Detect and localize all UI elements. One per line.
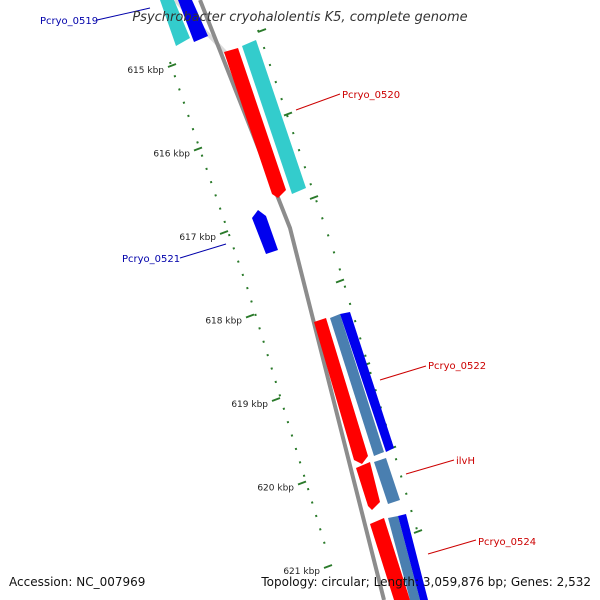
tick-mark <box>297 480 307 486</box>
gene-pcryo-0524-cds-rev <box>398 514 428 600</box>
gene-pcryo-0524-cds <box>370 518 410 600</box>
gene-pcryo-0522-cds <box>314 318 368 464</box>
gene-pcryo-0520-cds <box>224 48 286 198</box>
tick-track <box>169 29 421 546</box>
gene-pcryo-0524-rna <box>388 516 420 600</box>
tick-mark <box>323 564 333 569</box>
map-title: Psychrobacter cryohalolentis K5, complet… <box>132 10 468 25</box>
tick-label: 621 kbp <box>283 567 320 577</box>
genome-backbone <box>198 0 386 600</box>
gene-label-pcryo-0522: Pcryo_0522 <box>428 361 486 372</box>
tick-label: 618 kbp <box>205 317 242 327</box>
tick-mark <box>193 146 203 152</box>
tick-dots-inner <box>169 61 326 546</box>
leader-ilvh <box>405 459 455 475</box>
tick-mark-outer <box>257 28 267 33</box>
gene-ilvh-cds <box>356 462 380 510</box>
accession-label: Accession: NC_007969 <box>9 575 146 589</box>
gene-pcryo-0520-rna <box>242 40 306 194</box>
gene-label-pcryo-0524: Pcryo_0524 <box>478 537 536 548</box>
gene-label-ilvh: ilvH <box>456 456 475 467</box>
tick-mark <box>271 397 281 402</box>
gene-label-pcryo-0521: Pcryo_0521 <box>122 254 180 265</box>
tick-mark-outer <box>335 278 345 284</box>
gene-label-pcryo-0520: Pcryo_0520 <box>342 90 400 101</box>
tick-mark-outer <box>283 111 293 117</box>
gene-pcryo-0521-cds <box>252 210 278 254</box>
leader-pcryo-0519 <box>96 7 151 21</box>
tick-label: 615 kbp <box>127 66 164 76</box>
topology-label: Topology: circular; Length: 3,059,876 bp… <box>261 575 591 589</box>
ticks: 615 kbp 616 kbp 617 kbp 618 kbp 619 kbp 620 k… <box>127 28 423 577</box>
tick-label: 620 kbp <box>257 484 294 494</box>
tick-dots-outer <box>257 29 421 541</box>
gene-label-pcryo-0519: Pcryo_0519 <box>40 16 98 27</box>
gene-pcryo-0522-rna <box>330 314 384 456</box>
leader-pcryo-0520 <box>295 93 341 111</box>
gene-pcryo-0522-cds-rev <box>340 312 394 452</box>
tick-mark-outer <box>413 529 423 534</box>
tick-label: 617 kbp <box>179 233 216 243</box>
tick-label: 619 kbp <box>231 400 268 410</box>
features <box>160 0 428 600</box>
leader-pcryo-0524 <box>427 539 477 555</box>
tick-mark <box>245 313 255 319</box>
gene-pcryo-0519-cds <box>178 0 208 42</box>
leader-pcryo-0521 <box>179 243 227 259</box>
tick-mark-outer <box>309 195 319 200</box>
gene-ilvh-rna <box>374 458 400 504</box>
leader-pcryo-0522 <box>379 365 427 381</box>
tick-mark <box>167 63 177 68</box>
gene-leaders <box>96 7 477 555</box>
tick-mark <box>219 230 229 235</box>
gene-pcryo-0519-rna <box>160 0 190 46</box>
tick-label: 616 kbp <box>153 150 190 160</box>
